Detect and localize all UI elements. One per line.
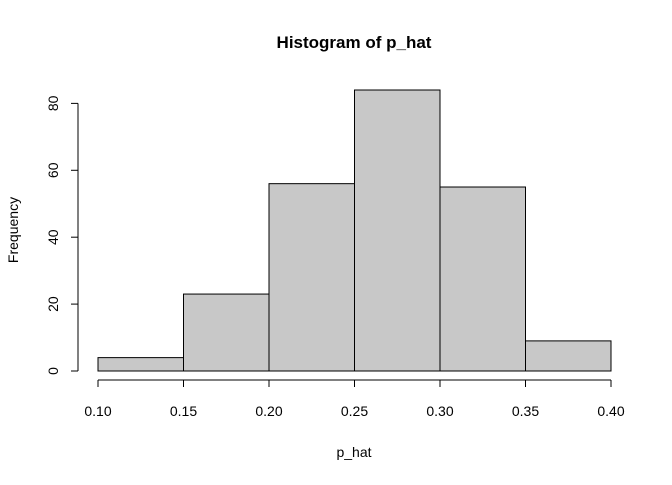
x-tick-label-7: 0.40 (597, 403, 624, 419)
histogram-bar-5 (439, 186, 526, 372)
x-axis: 0.10 0.15 0.20 0.25 0.30 0.35 0.40 (84, 379, 625, 419)
histogram-bar-3 (268, 183, 355, 372)
bars-group (97, 89, 612, 372)
histogram-bar-2 (183, 293, 270, 372)
x-tick-label-5: 0.30 (426, 403, 453, 419)
x-tick-label-2: 0.15 (170, 403, 197, 419)
x-tick-label-3: 0.20 (255, 403, 282, 419)
x-tick-label-4: 0.25 (341, 403, 368, 419)
y-tick-label-3: 40 (45, 229, 61, 245)
x-tick-label-6: 0.35 (512, 403, 539, 419)
y-tick-label-2: 20 (45, 296, 61, 312)
x-tick-label-1: 0.10 (84, 403, 111, 419)
histogram-bar-4 (354, 89, 441, 372)
x-axis-label: p_hat (336, 444, 371, 460)
chart-title: Histogram of p_hat (277, 33, 432, 52)
histogram-bar-6 (525, 340, 612, 372)
histogram-bar-1 (97, 357, 184, 372)
y-tick-label-4: 60 (45, 162, 61, 178)
y-axis: 0 20 40 60 80 (45, 95, 79, 375)
y-tick-label-5: 80 (45, 95, 61, 111)
y-tick-label-1: 0 (45, 367, 61, 375)
y-axis-label: Frequency (5, 197, 21, 263)
